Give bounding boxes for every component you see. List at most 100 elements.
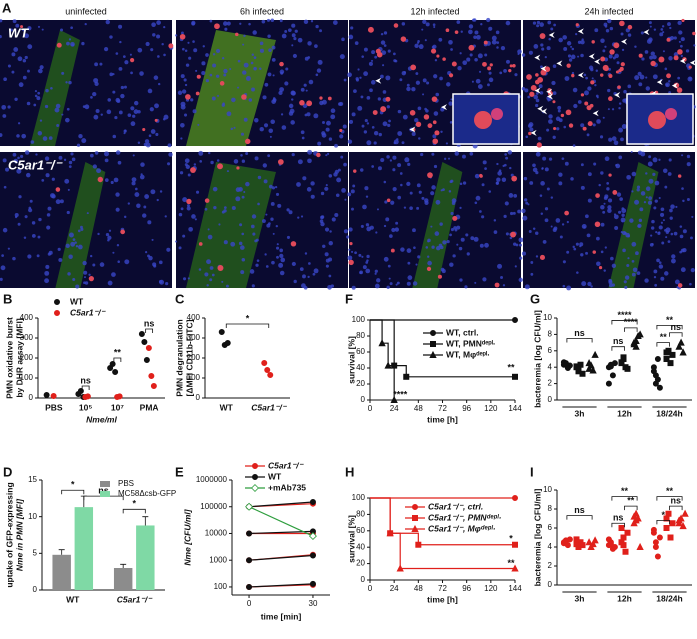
nucleus (587, 281, 592, 287)
nucleus (153, 75, 159, 80)
nucleus (501, 177, 507, 182)
nucleus (605, 29, 610, 33)
nucleus (180, 74, 185, 79)
neutrophil (511, 175, 518, 182)
neutrophil (677, 174, 682, 178)
nucleus (689, 76, 692, 80)
nucleus (411, 87, 416, 92)
nucleus (679, 250, 683, 254)
neutrophil (316, 152, 321, 158)
nucleus (409, 191, 413, 195)
nucleus (568, 58, 573, 62)
marker (663, 515, 670, 522)
nucleus (387, 123, 391, 128)
nucleus (328, 241, 333, 246)
panel-label: C (175, 291, 185, 306)
nucleus (181, 89, 187, 94)
nucleus (39, 65, 44, 70)
neutrophil (553, 126, 557, 131)
nucleus (373, 130, 379, 136)
nucleus (620, 32, 624, 36)
nucleus (269, 135, 272, 138)
arrowhead (546, 88, 553, 95)
y-tick-label: 100 (20, 373, 34, 382)
nucleus (635, 251, 639, 256)
nucleus (644, 278, 649, 283)
nucleus (459, 182, 463, 186)
nucleus (362, 265, 367, 270)
y-tick-label: 100 (187, 373, 201, 382)
nucleus (84, 22, 87, 26)
nucleus (645, 86, 651, 91)
nucleus (261, 219, 266, 224)
bracket (113, 357, 122, 362)
nucleus (376, 278, 381, 283)
nucleus (512, 242, 517, 246)
nucleus (291, 33, 296, 38)
nucleus (454, 151, 459, 156)
nucleus (183, 78, 187, 82)
nucleus (412, 281, 418, 286)
annotation: ns (671, 496, 682, 506)
nucleus (237, 86, 240, 89)
nucleus (540, 43, 544, 47)
neutrophil (580, 93, 585, 97)
nucleus (493, 230, 498, 234)
neutrophil (179, 33, 186, 40)
nucleus (621, 213, 625, 217)
nucleus (143, 205, 147, 209)
bracket (225, 323, 270, 328)
nucleus (284, 30, 288, 33)
nucleus (573, 247, 577, 251)
x-tick-label: PBS (45, 402, 63, 412)
neutrophil (534, 79, 540, 85)
nucleus (469, 151, 474, 156)
nucleus (374, 272, 377, 275)
neutrophil (582, 126, 587, 131)
nucleus (38, 217, 42, 222)
nucleus (92, 91, 97, 97)
nucleus (366, 96, 371, 100)
nucleus (167, 143, 172, 148)
nucleus (679, 44, 683, 48)
nucleus (596, 119, 601, 124)
nucleus (156, 20, 161, 25)
nucleus (660, 207, 665, 212)
nucleus (400, 183, 403, 187)
nucleus (261, 19, 266, 24)
nucleus (139, 174, 145, 180)
marker (667, 360, 674, 367)
nucleus (418, 190, 422, 194)
neutrophil (423, 114, 430, 120)
nucleus (669, 208, 673, 213)
nucleus (636, 188, 640, 192)
x-axis-label: time [h] (427, 414, 458, 424)
nucleus (404, 157, 410, 163)
nucleus (76, 143, 81, 147)
nucleus (68, 165, 72, 169)
nucleus (623, 89, 627, 94)
neutrophil (600, 56, 606, 62)
nucleus (662, 50, 665, 53)
nucleus (248, 22, 251, 26)
tissue-green (412, 162, 463, 288)
nucleus (158, 260, 163, 265)
nucleus (388, 119, 391, 123)
tissue-green (608, 162, 659, 288)
nucleus (680, 267, 686, 273)
y-tick-label: 20 (356, 559, 365, 568)
y-tick-label: 200 (187, 353, 201, 362)
marker (656, 384, 663, 391)
nucleus (607, 198, 613, 203)
nucleus (48, 136, 53, 140)
nucleus (459, 278, 463, 282)
neutrophil (445, 28, 450, 33)
nucleus (224, 27, 228, 31)
neutrophil (195, 91, 200, 96)
neutrophil (349, 242, 353, 246)
nucleus (539, 22, 544, 27)
nucleus (634, 45, 637, 48)
annotation: ns (574, 505, 585, 515)
nucleus (211, 96, 216, 101)
annotation: ns (671, 322, 682, 332)
